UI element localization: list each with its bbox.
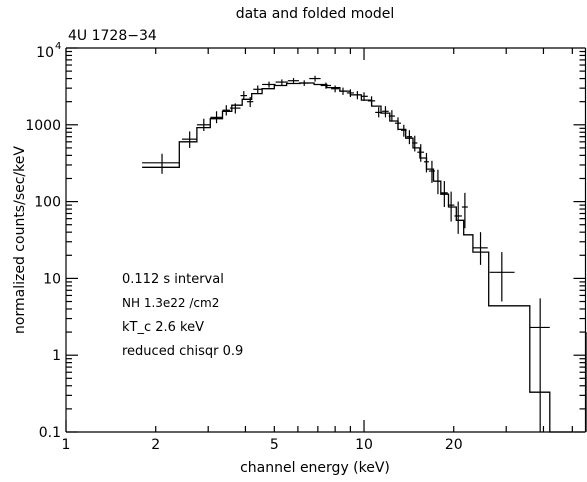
data-point <box>346 89 354 98</box>
data-point <box>247 97 254 108</box>
data-point <box>424 152 429 173</box>
x-tick-label: 5 <box>270 437 279 453</box>
data-point <box>375 107 383 118</box>
data-point <box>428 160 435 183</box>
y-tick-label: 1 <box>52 348 61 364</box>
data-point <box>331 85 340 93</box>
x-tick-label: 2 <box>151 437 160 453</box>
data-point <box>196 118 211 132</box>
data-point <box>406 130 413 145</box>
data-point <box>472 232 488 265</box>
data-point <box>434 169 441 195</box>
annotations: 0.112 s interval NH 1.3e22 /cm2 kT_c 2.6… <box>122 272 243 359</box>
y-tick-label-top: 10 <box>36 45 54 61</box>
annotation-kt: kT_c 2.6 keV <box>122 320 204 335</box>
data-point <box>240 91 248 101</box>
data-point <box>353 91 361 100</box>
data-point <box>394 117 401 131</box>
data-point <box>584 332 587 432</box>
data-point <box>309 75 321 82</box>
data-point <box>461 192 468 229</box>
data-point <box>412 135 418 152</box>
x-tick-label: 10 <box>355 437 373 453</box>
source-name-label: 4U 1728−34 <box>68 28 157 44</box>
chart-title: data and folded model <box>236 6 395 22</box>
data-point <box>417 144 425 162</box>
data-point <box>489 252 515 302</box>
y-tick-label: 0.1 <box>39 425 61 441</box>
data-point <box>339 87 347 95</box>
data-point <box>287 78 299 84</box>
data-point <box>382 106 389 118</box>
data-point <box>142 153 180 174</box>
annotation-nh: NH 1.3e22 /cm2 <box>122 296 219 310</box>
annotation-chisqr: reduced chisqr 0.9 <box>122 344 243 359</box>
data-point <box>222 105 230 116</box>
data-point <box>275 79 288 85</box>
y-tick-label: 1000 <box>25 118 61 134</box>
data-point <box>298 80 310 87</box>
data-point <box>367 96 376 107</box>
x-tick-label: 1 <box>62 437 71 453</box>
x-axis-label: channel energy (keV) <box>240 460 390 476</box>
y-tick-label: 10 <box>43 271 61 287</box>
x-tick-label: 20 <box>445 437 463 453</box>
data-point <box>360 92 368 101</box>
data-point <box>400 124 407 137</box>
data-point <box>388 110 395 122</box>
y-tick-label: 100 <box>34 195 61 211</box>
data-point <box>210 111 223 124</box>
annotation-interval: 0.112 s interval <box>122 272 224 287</box>
data-point <box>454 201 462 234</box>
data-point <box>262 81 276 88</box>
model-histogram <box>142 82 573 433</box>
data-point <box>447 191 455 222</box>
data-point <box>529 298 550 432</box>
data-point <box>229 103 241 114</box>
data-points <box>142 75 587 432</box>
data-point <box>253 85 263 93</box>
data-point <box>320 82 332 89</box>
data-point <box>181 131 197 148</box>
y-axis-label: normalized counts/sec/keV <box>12 146 28 334</box>
model-step-line <box>142 82 573 433</box>
data-point <box>440 181 448 208</box>
y-tick-label-top-exponent: 4 <box>55 41 61 52</box>
